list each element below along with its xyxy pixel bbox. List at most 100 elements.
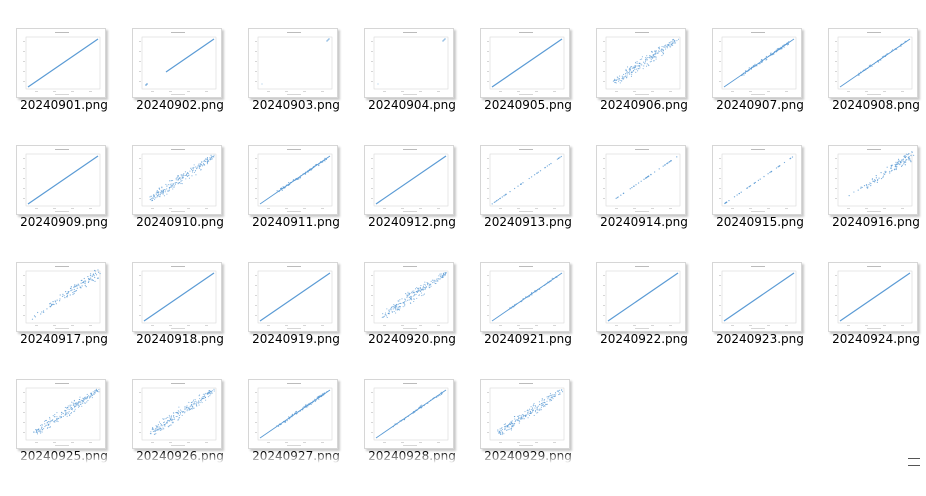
file-thumbnail[interactable] <box>16 379 106 449</box>
file-item[interactable]: 20240920.png <box>354 262 470 379</box>
file-thumbnail[interactable] <box>596 145 686 215</box>
file-name-label[interactable]: 20240921.png <box>484 332 572 346</box>
file-name-label[interactable]: 20240903.png <box>252 98 340 112</box>
file-thumbnail[interactable] <box>712 262 802 332</box>
scatter-plot-preview <box>719 266 797 329</box>
file-item[interactable]: 20240903.png <box>238 28 354 145</box>
thumb-title <box>403 149 417 150</box>
file-name-label[interactable]: 20240920.png <box>368 332 456 346</box>
file-name-label[interactable]: 20240916.png <box>832 215 920 229</box>
file-item[interactable]: 20240923.png <box>702 262 818 379</box>
scatter-plot-preview <box>487 32 565 95</box>
file-name-label[interactable]: 20240901.png <box>20 98 108 112</box>
file-thumbnail[interactable] <box>596 262 686 332</box>
thumb-axes <box>25 270 101 324</box>
file-item[interactable]: 20240913.png <box>470 145 586 262</box>
scatter-plot-preview <box>371 266 449 329</box>
file-thumbnail[interactable] <box>248 379 338 449</box>
file-item[interactable]: 20240917.png <box>6 262 122 379</box>
thumb-axes <box>721 270 797 324</box>
file-thumbnail[interactable] <box>248 145 338 215</box>
file-name-label[interactable]: 20240917.png <box>20 332 108 346</box>
file-item[interactable]: 20240901.png <box>6 28 122 145</box>
file-thumbnail[interactable] <box>364 145 454 215</box>
size-grip-icon[interactable] <box>908 458 920 466</box>
file-name-label[interactable]: 20240911.png <box>252 215 340 229</box>
file-thumbnail[interactable] <box>16 145 106 215</box>
file-item[interactable]: 20240916.png <box>818 145 926 262</box>
file-name-label[interactable]: 20240924.png <box>832 332 920 346</box>
file-thumbnail[interactable] <box>132 28 222 98</box>
file-item[interactable]: 20240918.png <box>122 262 238 379</box>
file-thumbnail[interactable] <box>132 145 222 215</box>
file-item[interactable]: 20240922.png <box>586 262 702 379</box>
file-thumbnail[interactable] <box>364 28 454 98</box>
file-name-label[interactable]: 20240918.png <box>136 332 224 346</box>
file-name-label[interactable]: 20240906.png <box>600 98 688 112</box>
file-thumbnail[interactable] <box>480 379 570 449</box>
file-name-label[interactable]: 20240904.png <box>368 98 456 112</box>
thumb-title <box>55 32 69 33</box>
file-thumbnail[interactable] <box>712 145 802 215</box>
file-item[interactable]: 20240924.png <box>818 262 926 379</box>
file-thumbnail[interactable] <box>16 28 106 98</box>
file-name-label[interactable]: 20240923.png <box>716 332 804 346</box>
file-item[interactable]: 20240909.png <box>6 145 122 262</box>
thumb-title <box>519 149 533 150</box>
file-thumbnail[interactable] <box>480 28 570 98</box>
file-thumbnail[interactable] <box>132 262 222 332</box>
file-name-label[interactable]: 20240905.png <box>484 98 572 112</box>
scatter-plot-preview <box>139 266 217 329</box>
file-thumbnail[interactable] <box>712 28 802 98</box>
file-item[interactable]: 20240908.png <box>818 28 926 145</box>
file-name-label[interactable]: 20240922.png <box>600 332 688 346</box>
file-item[interactable]: 20240910.png <box>122 145 238 262</box>
file-item[interactable]: 20240919.png <box>238 262 354 379</box>
file-item[interactable]: 20240929.png <box>470 379 586 496</box>
scatter-plot-preview <box>371 149 449 212</box>
file-name-label[interactable]: 20240919.png <box>252 332 340 346</box>
file-item[interactable]: 20240925.png <box>6 379 122 496</box>
file-item[interactable]: 20240921.png <box>470 262 586 379</box>
file-name-label[interactable]: 20240907.png <box>716 98 804 112</box>
file-name-label[interactable]: 20240912.png <box>368 215 456 229</box>
file-thumbnail[interactable] <box>364 379 454 449</box>
scatter-plot-preview <box>255 32 333 95</box>
thumb-axes <box>373 153 449 207</box>
thumb-title <box>171 149 185 150</box>
file-item[interactable]: 20240926.png <box>122 379 238 496</box>
file-item[interactable]: 20240914.png <box>586 145 702 262</box>
file-thumbnail[interactable] <box>828 145 918 215</box>
file-thumbnail[interactable] <box>16 262 106 332</box>
file-thumbnail[interactable] <box>248 262 338 332</box>
file-item[interactable]: 20240907.png <box>702 28 818 145</box>
file-name-label[interactable]: 20240914.png <box>600 215 688 229</box>
file-name-label[interactable]: 20240902.png <box>136 98 224 112</box>
file-item[interactable]: 20240902.png <box>122 28 238 145</box>
file-item[interactable]: 20240928.png <box>354 379 470 496</box>
thumb-axes <box>257 153 333 207</box>
file-thumbnail[interactable] <box>828 28 918 98</box>
file-name-label[interactable]: 20240909.png <box>20 215 108 229</box>
file-item[interactable]: 20240912.png <box>354 145 470 262</box>
file-item[interactable]: 20240905.png <box>470 28 586 145</box>
file-thumbnail[interactable] <box>596 28 686 98</box>
file-thumbnail[interactable] <box>132 379 222 449</box>
file-thumbnail[interactable] <box>480 145 570 215</box>
scatter-plot-preview <box>23 383 101 446</box>
file-name-label[interactable]: 20240908.png <box>832 98 920 112</box>
scatter-plot-preview <box>487 383 565 446</box>
file-item[interactable]: 20240927.png <box>238 379 354 496</box>
file-item[interactable]: 20240906.png <box>586 28 702 145</box>
file-name-label[interactable]: 20240915.png <box>716 215 804 229</box>
file-item[interactable]: 20240915.png <box>702 145 818 262</box>
file-thumbnail[interactable] <box>828 262 918 332</box>
file-item[interactable]: 20240911.png <box>238 145 354 262</box>
series-line <box>143 272 215 322</box>
file-name-label[interactable]: 20240910.png <box>136 215 224 229</box>
file-thumbnail[interactable] <box>480 262 570 332</box>
file-thumbnail[interactable] <box>364 262 454 332</box>
file-item[interactable]: 20240904.png <box>354 28 470 145</box>
file-name-label[interactable]: 20240913.png <box>484 215 572 229</box>
file-thumbnail[interactable] <box>248 28 338 98</box>
